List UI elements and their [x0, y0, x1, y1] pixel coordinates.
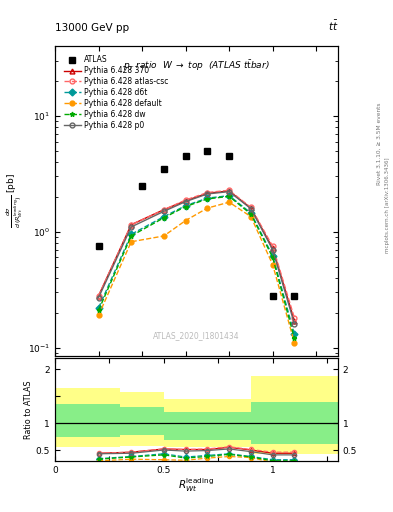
Text: $p_T$ ratio  W $\rightarrow$ top  (ATLAS t$\bar{\rm t}$bar): $p_T$ ratio W $\rightarrow$ top (ATLAS t…: [123, 58, 270, 73]
Text: mcplots.cern.ch [arXiv:1306.3436]: mcplots.cern.ch [arXiv:1306.3436]: [385, 157, 389, 252]
Text: Rivet 3.1.10, ≥ 3.5M events: Rivet 3.1.10, ≥ 3.5M events: [377, 102, 382, 185]
Text: 13000 GeV pp: 13000 GeV pp: [55, 23, 129, 33]
X-axis label: $R_{Wt}^{\rm leading}$: $R_{Wt}^{\rm leading}$: [178, 476, 215, 494]
Legend: ATLAS, Pythia 6.428 370, Pythia 6.428 atlas-csc, Pythia 6.428 d6t, Pythia 6.428 : ATLAS, Pythia 6.428 370, Pythia 6.428 at…: [62, 53, 171, 132]
Y-axis label: $\frac{d\sigma}{d\,(R_{Wt}^{\rm leading})}$ [pb]: $\frac{d\sigma}{d\,(R_{Wt}^{\rm leading}…: [5, 174, 25, 228]
Text: $t\bar{t}$: $t\bar{t}$: [327, 19, 338, 33]
Y-axis label: Ratio to ATLAS: Ratio to ATLAS: [24, 380, 33, 439]
Text: ATLAS_2020_I1801434: ATLAS_2020_I1801434: [153, 331, 240, 340]
